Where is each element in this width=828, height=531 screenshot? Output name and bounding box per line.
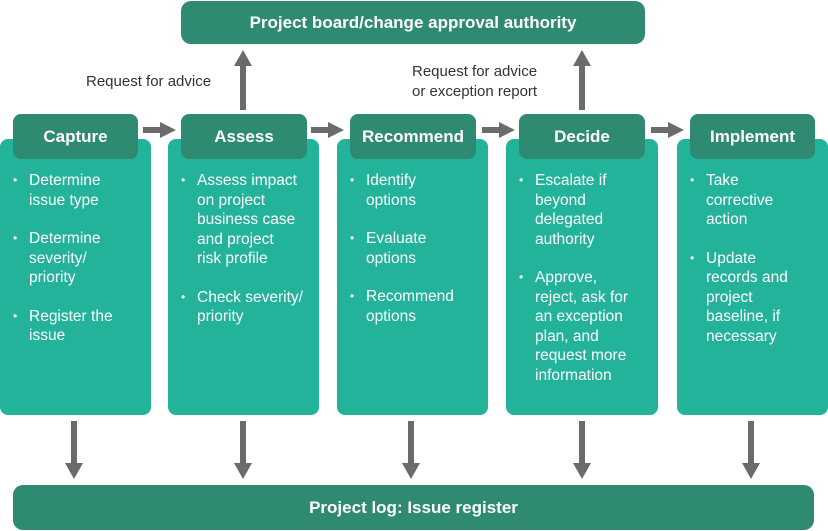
arrow-assess-recommend: [311, 122, 344, 138]
stage-header-decide: Decide: [519, 114, 645, 159]
stage-card-recommend: Identify options Evaluate options Recommen…: [337, 139, 488, 415]
arrow-capture-assess: [143, 122, 176, 138]
issue-register-box: Project log: Issue register: [13, 485, 814, 530]
arrow-recommend-decide: [482, 122, 515, 138]
arrow-decide-implement: [651, 122, 684, 138]
stage-title: Decide: [554, 126, 610, 146]
stage-action-item: Assess impact on project business case a…: [181, 171, 315, 269]
stage-title: Assess: [214, 126, 274, 146]
stage-action-item: Recommend options: [350, 287, 484, 326]
up-arrow-decide: [573, 50, 591, 110]
approval-authority-label: Project board/change approval authority: [249, 12, 577, 32]
down-arrow-decide: [573, 421, 591, 479]
stage-header-implement: Implement: [690, 114, 815, 159]
exception-report-note: Request for advice or exception report: [412, 62, 537, 102]
exception-note-line1: Request for advice: [412, 63, 538, 80]
stage-action-item: Determine issue type: [13, 171, 147, 210]
stage-action-item: Take corrective action: [690, 171, 824, 230]
stage-action-item: Escalate if beyond delegated authority: [519, 171, 654, 249]
down-arrow-capture: [65, 421, 83, 479]
down-arrow-assess: [234, 421, 252, 479]
stage-card-implement: Take corrective action Update records and…: [677, 139, 828, 415]
down-arrow-recommend: [402, 421, 420, 479]
stage-actions-list: Identify options Evaluate options Recommen…: [350, 171, 484, 345]
stage-actions-list: Assess impact on project business case a…: [181, 171, 315, 346]
up-arrow-assess: [234, 50, 252, 110]
stage-action-item: Update records and project baseline, if …: [690, 249, 824, 347]
exception-note-line2: or exception report: [412, 83, 538, 100]
down-arrow-implement: [742, 421, 760, 479]
stage-card-assess: Assess impact on project business case a…: [168, 139, 319, 415]
stage-title: Recommend: [361, 126, 465, 146]
stage-action-item: Evaluate options: [350, 229, 484, 268]
stage-title: Capture: [43, 126, 108, 146]
stage-actions-list: Take corrective action Update records and…: [690, 171, 824, 365]
stage-actions-list: Determine issue type Determine severity/ …: [13, 171, 147, 365]
stage-card-capture: Determine issue type Determine severity/ …: [0, 139, 151, 415]
stage-actions-list: Escalate if beyond delegated authority Ap…: [519, 171, 654, 404]
issue-register-label: Project log: Issue register: [309, 497, 518, 517]
stage-card-decide: Escalate if beyond delegated authority Ap…: [506, 139, 658, 415]
request-for-advice-note: Request for advice: [86, 73, 212, 90]
stage-action-item: Approve, reject, ask for an exception pl…: [519, 268, 654, 385]
stage-header-capture: Capture: [13, 114, 138, 159]
approval-authority-box: Project board/change approval authority: [181, 1, 645, 44]
stage-title: Implement: [709, 126, 796, 146]
stage-action-item: Identify options: [350, 171, 484, 210]
stage-action-item: Check severity/ priority: [181, 288, 315, 327]
stage-action-item: Determine severity/ priority: [13, 229, 147, 288]
stage-header-recommend: Recommend: [350, 114, 476, 159]
stage-header-assess: Assess: [181, 114, 307, 159]
stage-action-item: Register the issue: [13, 307, 147, 346]
